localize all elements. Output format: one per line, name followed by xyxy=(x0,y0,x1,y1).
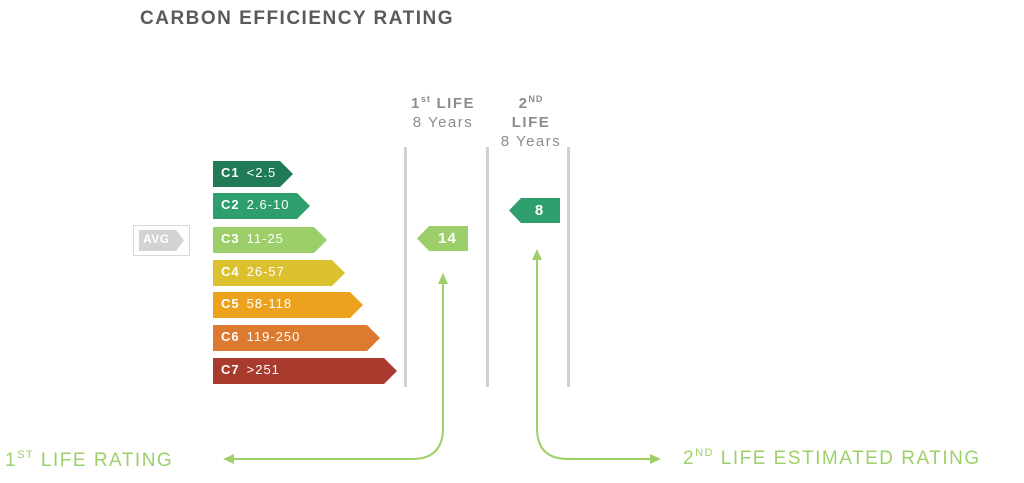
avg-badge: AVG xyxy=(133,225,190,256)
rating-label: C2 2.6-10 xyxy=(221,197,290,212)
rating-arrow-shape xyxy=(213,227,327,253)
second-life-marker: 8 xyxy=(509,198,560,223)
avg-label: AVG xyxy=(143,232,170,246)
arrowhead-icon xyxy=(438,273,448,284)
rating-label: C3 11-25 xyxy=(221,231,284,246)
rating-range: 58-118 xyxy=(246,296,293,311)
rating-arrow-shape xyxy=(213,193,310,219)
rating-label: C7 >251 xyxy=(221,362,280,377)
first-life-header: 1st LIFE 8 Years xyxy=(398,90,488,132)
rating-range: 2.6-10 xyxy=(246,197,290,212)
second-life-marker-shape xyxy=(509,198,560,223)
rating-arrow-shape xyxy=(213,358,397,384)
rating-code: C5 xyxy=(221,296,240,311)
rating-code: C7 xyxy=(221,362,240,377)
page-title: CARBON EFFICIENCY RATING xyxy=(140,8,454,29)
rating-range: >251 xyxy=(246,362,280,377)
rating-row-c1: C1 <2.5 xyxy=(213,161,293,187)
rating-row-c4: C4 26-57 xyxy=(213,260,345,286)
rating-row-c2: C2 2.6-10 xyxy=(213,193,310,219)
rating-range: 119-250 xyxy=(246,329,301,344)
first-life-marker-shape xyxy=(417,226,468,251)
second-life-value: 8 xyxy=(534,202,545,219)
first-life-years: 8 Years xyxy=(412,114,474,131)
first-life-connector xyxy=(232,282,444,460)
rating-row-c6: C6 119-250 xyxy=(213,325,380,351)
rating-range: 11-25 xyxy=(246,231,284,246)
second-life-header: 2ND LIFE 8 Years xyxy=(490,90,572,151)
rating-range: <2.5 xyxy=(246,165,277,180)
column-divider xyxy=(567,147,570,387)
second-life-years: 8 Years xyxy=(500,133,562,150)
second-life-estimated-rating-label: 2ND LIFE ESTIMATED RATING xyxy=(683,447,981,469)
first-life-value: 14 xyxy=(438,230,457,247)
rating-code: C3 xyxy=(221,231,240,246)
rating-row-c3: C3 11-25 xyxy=(213,227,327,253)
arrowhead-icon xyxy=(223,454,234,464)
rating-range: 26-57 xyxy=(246,264,285,279)
first-life-marker: 14 xyxy=(417,226,468,251)
avg-arrow-shape xyxy=(139,230,184,251)
column-divider xyxy=(486,147,489,387)
rating-label: C4 26-57 xyxy=(221,264,285,279)
rating-code: C4 xyxy=(221,264,240,279)
rating-code: C6 xyxy=(221,329,240,344)
column-divider xyxy=(404,147,407,387)
rating-label: C1 <2.5 xyxy=(221,165,276,180)
rating-code: C1 xyxy=(221,165,240,180)
arrowhead-icon xyxy=(532,249,542,260)
rating-row-c5: C5 58-118 xyxy=(213,292,363,318)
second-life-connector xyxy=(536,258,652,460)
rating-arrow-shape xyxy=(213,260,345,286)
rating-arrow-shape xyxy=(213,161,293,187)
first-life-rating-label: 1ST LIFE RATING xyxy=(5,449,174,471)
rating-label: C6 119-250 xyxy=(221,329,300,344)
rating-row-c7: C7 >251 xyxy=(213,358,397,384)
rating-arrow-shape xyxy=(213,292,363,318)
rating-label: C5 58-118 xyxy=(221,296,292,311)
arrowhead-icon xyxy=(650,454,661,464)
rating-code: C2 xyxy=(221,197,240,212)
rating-arrow-shape xyxy=(213,325,380,351)
